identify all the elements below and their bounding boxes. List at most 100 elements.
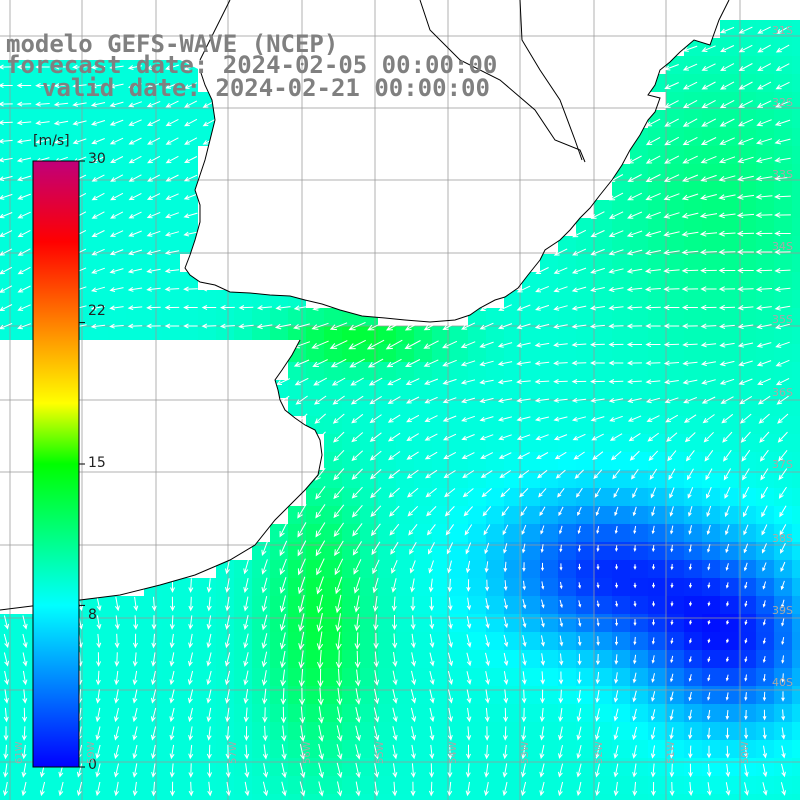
wind-arrow	[535, 285, 549, 293]
lon-label-50w: 50W	[740, 741, 751, 764]
wind-arrow	[202, 118, 216, 127]
wind-arrow	[663, 341, 680, 348]
wind-arrow	[318, 706, 324, 724]
wind-arrow	[72, 64, 87, 70]
wind-arrow	[460, 379, 476, 385]
wind-arrow	[762, 600, 766, 608]
wind-arrow	[479, 434, 494, 441]
wind-arrow	[297, 522, 307, 538]
wind-arrow	[0, 304, 13, 312]
wind-arrow	[540, 617, 545, 628]
lat-label-34s: 34S	[772, 240, 793, 253]
wind-arrow	[519, 488, 529, 498]
wind-arrow	[183, 82, 198, 89]
wind-arrow	[774, 305, 791, 311]
wind-arrow	[681, 286, 699, 292]
wind-arrow	[645, 155, 661, 164]
wind-arrow	[755, 175, 773, 182]
wind-arrow	[316, 576, 324, 595]
wind-arrow	[132, 633, 138, 649]
wind-arrow	[388, 469, 401, 479]
wind-arrow	[756, 119, 772, 127]
wind-arrow	[479, 322, 494, 330]
wind-arrow	[724, 486, 731, 499]
wind-arrow	[521, 671, 527, 685]
wind-arrow	[16, 83, 32, 88]
wind-arrow	[128, 119, 142, 126]
colorbar-unit: [m/s]	[33, 133, 70, 149]
wind-arrow	[647, 432, 659, 442]
wind-arrow	[405, 396, 420, 404]
wind-arrow	[392, 689, 398, 704]
wind-arrow	[590, 379, 605, 385]
wind-arrow	[410, 707, 417, 723]
wind-arrow	[128, 192, 142, 201]
wind-arrow	[224, 670, 231, 686]
wind-arrow	[756, 305, 772, 311]
wind-arrow	[521, 689, 527, 704]
wind-arrow	[590, 211, 605, 219]
wind-arrow	[685, 450, 695, 462]
wind-arrow	[165, 82, 179, 89]
title-model: modelo GEFS-WAVE (NCEP)	[6, 30, 339, 58]
wind-arrow	[261, 633, 268, 649]
wind-arrow	[614, 672, 619, 684]
lat-label-31s: 31S	[772, 24, 793, 37]
wind-arrow	[244, 781, 250, 797]
wind-arrow	[497, 342, 513, 348]
wind-arrow	[577, 563, 582, 571]
wind-arrow	[500, 488, 511, 498]
wind-arrow	[498, 323, 513, 330]
wind-arrow	[391, 615, 398, 631]
wind-arrow	[614, 506, 619, 517]
wind-arrow	[95, 744, 101, 760]
wind-arrow	[352, 541, 363, 556]
wind-arrow	[206, 707, 212, 723]
wind-arrow	[298, 594, 305, 614]
wind-arrow	[4, 670, 9, 686]
wind-arrow	[516, 304, 531, 311]
wind-arrow	[682, 174, 699, 182]
wind-arrow	[17, 266, 31, 275]
wind-arrow	[386, 358, 402, 368]
wind-arrow	[725, 656, 729, 663]
lat-label-33s: 33S	[772, 168, 793, 181]
wind-arrow	[294, 377, 309, 386]
wind-arrow	[261, 670, 268, 686]
wind-arrow	[666, 432, 678, 442]
wind-arrow	[146, 211, 161, 219]
wind-arrow	[577, 653, 582, 666]
wind-arrow	[466, 597, 472, 611]
wind-arrow	[688, 745, 693, 759]
wind-arrow	[595, 726, 601, 741]
wind-arrow	[16, 157, 32, 163]
wind-arrow	[3, 726, 9, 741]
wind-arrow	[405, 359, 421, 368]
wind-arrow	[626, 286, 643, 292]
wind-arrow	[648, 450, 659, 461]
wind-arrow	[96, 652, 102, 667]
wind-arrow	[775, 63, 790, 71]
wind-arrow	[577, 671, 582, 685]
wind-arrow	[536, 469, 548, 479]
wind-arrow	[664, 100, 679, 108]
wind-arrow	[313, 395, 327, 405]
wind-arrow	[351, 504, 363, 518]
wind-arrow	[777, 431, 788, 443]
wind-arrow	[590, 287, 605, 293]
wind-arrow	[627, 398, 642, 403]
wind-arrow	[576, 708, 582, 722]
wind-arrow	[91, 230, 105, 238]
wind-arrow	[571, 286, 587, 293]
wind-arrow	[460, 397, 476, 404]
wind-arrow	[540, 671, 545, 685]
wind-arrow	[22, 615, 28, 630]
wind-arrow	[392, 633, 398, 649]
wind-arrow	[165, 100, 179, 108]
wind-arrow	[95, 689, 101, 704]
wind-arrow	[484, 561, 489, 573]
wind-arrow	[0, 266, 13, 275]
wind-arrow	[740, 431, 751, 443]
wind-arrow	[392, 763, 398, 778]
wind-arrow	[72, 120, 87, 126]
